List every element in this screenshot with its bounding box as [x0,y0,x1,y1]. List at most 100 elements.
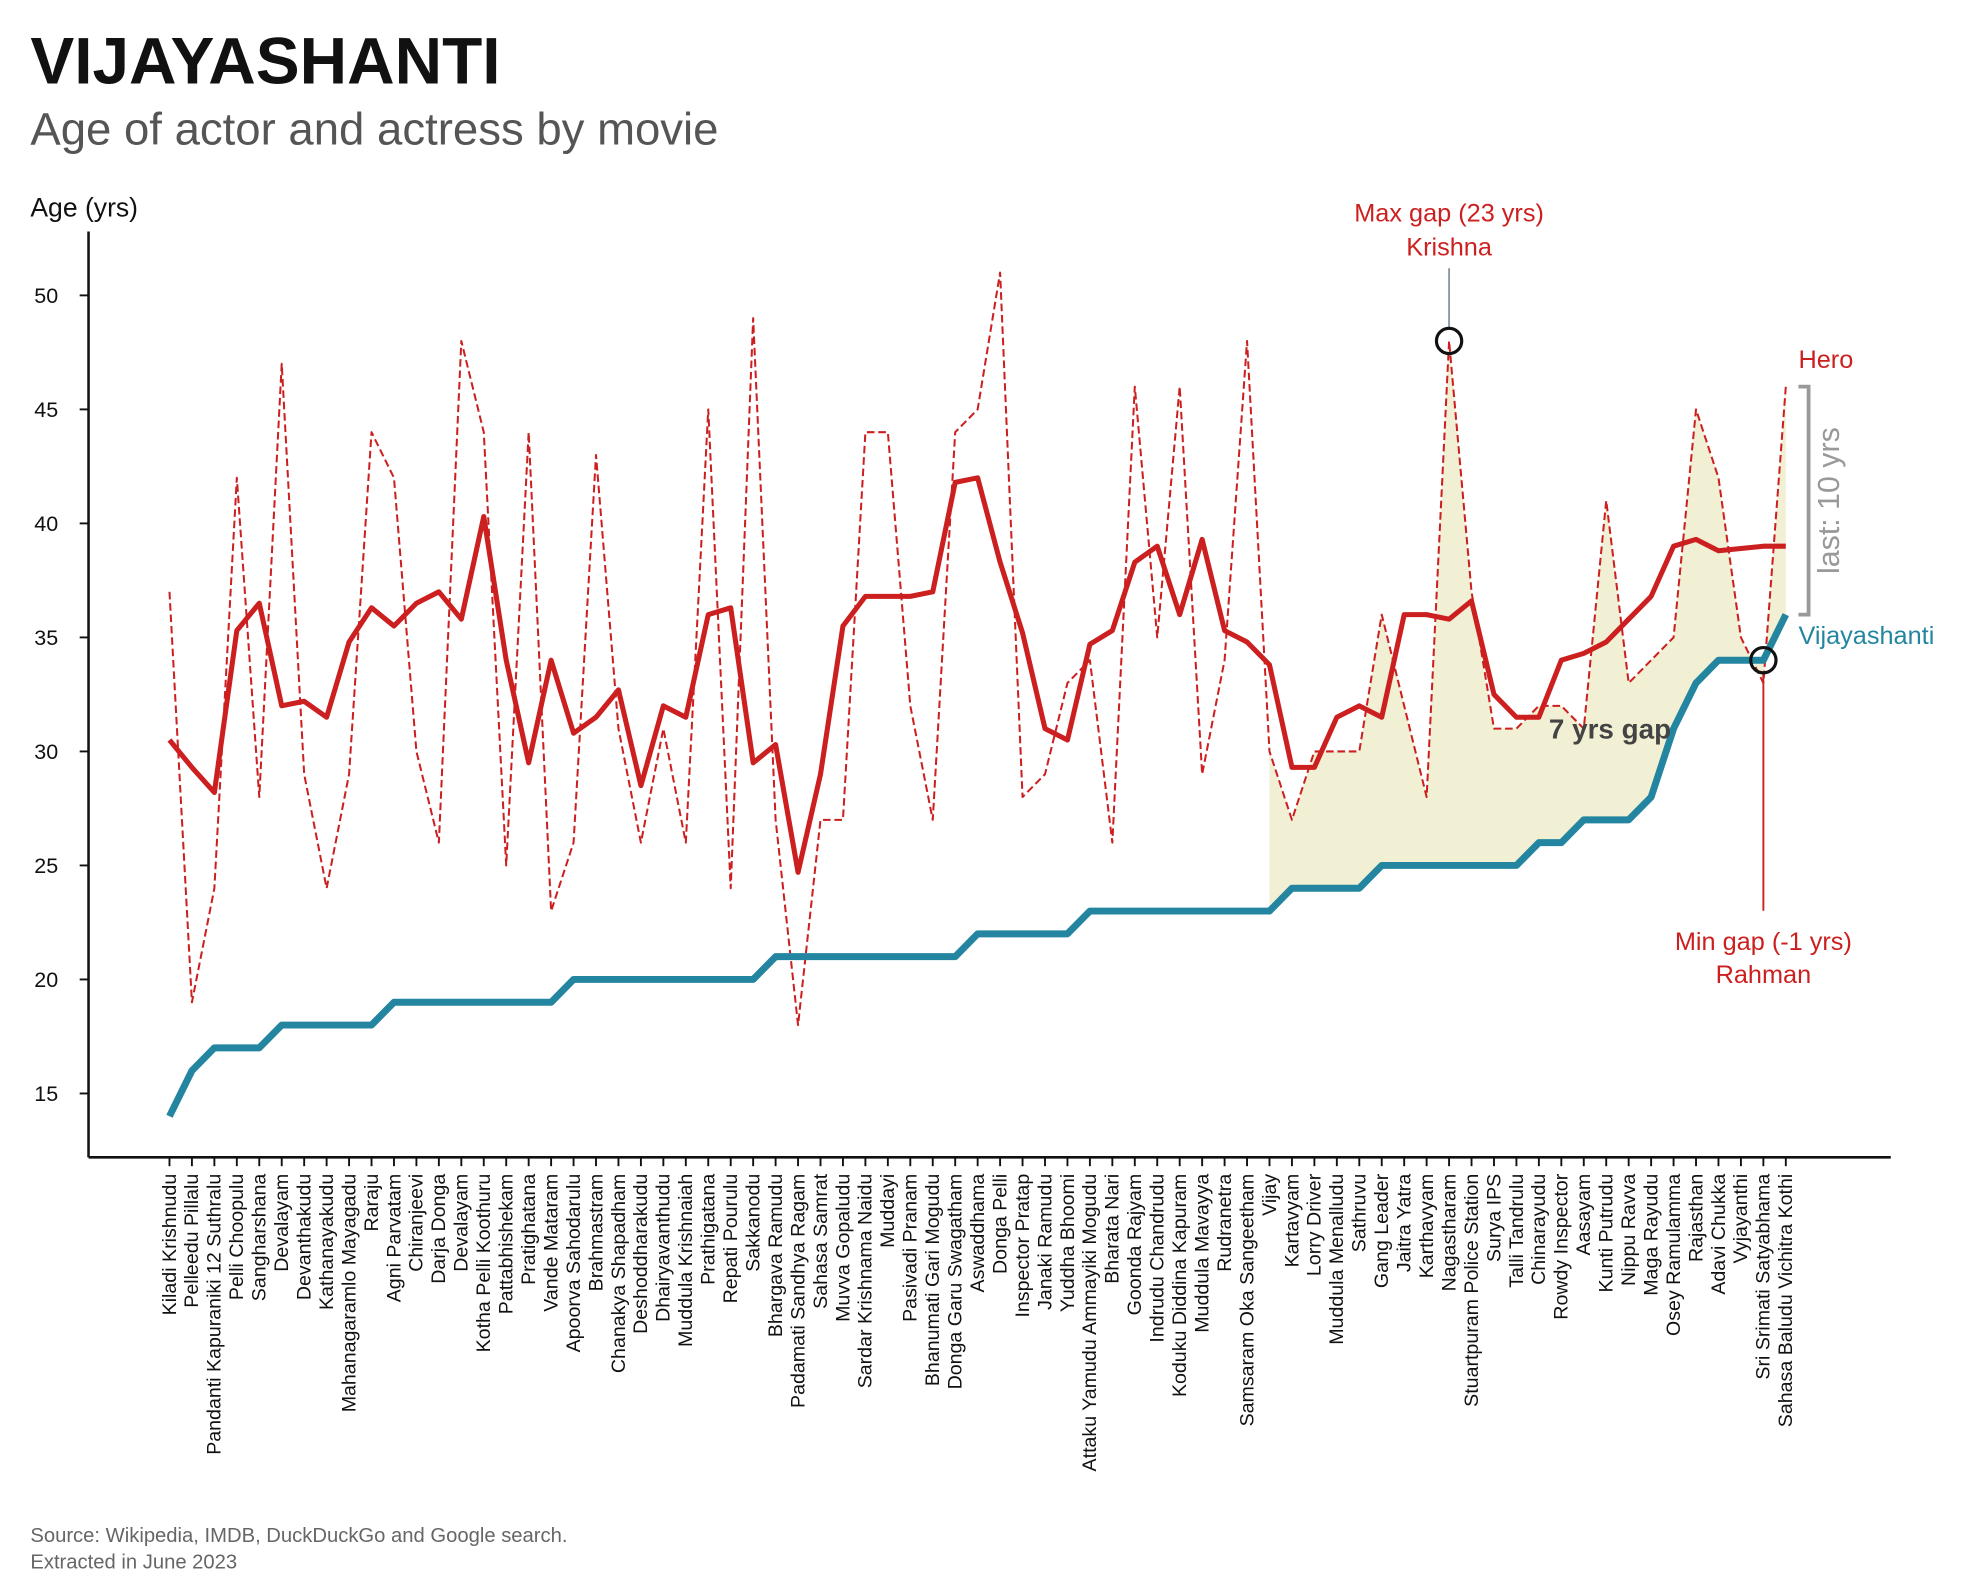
x-tick-label: Kotha Pelli Koothuru [473,1174,495,1353]
gap-area [1269,340,1786,912]
x-tick-label: Rudranetra [1214,1174,1236,1272]
x-tick-label: Sri Srimati Satyabhama [1753,1174,1775,1380]
x-tick-label: Janaki Ramudu [1034,1174,1056,1310]
x-tick-label: Muddula Mavayya [1191,1174,1213,1333]
x-tick-label: Sakkanodu [742,1174,764,1272]
actress-line [166,613,1789,1118]
y-tick-label: 30 [34,740,58,764]
x-tick-label: Indrudu Chandrudu [1147,1174,1169,1343]
x-tick-label: Kathanayakudu [316,1174,338,1310]
x-tick-label: Rajasthan [1685,1174,1707,1262]
x-tick-label: Padamati Sandhya Ragam [787,1174,809,1408]
x-tick-label: Apoorva Sahodarulu [563,1174,585,1353]
x-tick-label: Maga Rayudu [1640,1174,1662,1296]
x-tick-label: Muvva Gopaludu [832,1174,854,1322]
y-tick-label: 15 [34,1082,58,1106]
x-tick-label: Goonda Rajyam [1124,1174,1146,1316]
chart-title: VIJAYASHANTI [30,24,500,98]
annotation: Krishna [1406,234,1493,262]
x-tick-label: Aswaddhama [967,1174,989,1293]
x-tick-label: Repati Pourulu [720,1174,742,1304]
annotation: Max gap (23 yrs) [1354,199,1544,227]
x-tick-label: Sardar Krishnama Naidu [855,1174,877,1389]
x-tick-label: Sangharshana [249,1174,271,1302]
annotation: last: 10 yrs [1813,427,1846,574]
x-tick-label: Kartavyam [1281,1174,1303,1268]
x-tick-label: Pattabhishekam [496,1174,518,1315]
x-tick-label: Vijay [1259,1174,1281,1216]
x-tick-label: Lorry Driver [1304,1173,1326,1276]
x-tick-label: Mahanagaramlo Mayagadu [338,1174,360,1413]
source: Extracted in June 2023 [30,1551,237,1573]
legend-label: Hero [1798,346,1853,374]
x-tick-label: Aasayam [1573,1174,1595,1256]
x-tick-label: Brahmastram [585,1174,607,1292]
source: Source: Wikipedia, IMDB, DuckDuckGo and … [30,1525,567,1547]
x-tick-label: Kiladi Krishnudu [159,1174,181,1316]
x-tick-label: Devalayam [451,1174,473,1272]
x-tick-label: Pandanti Kapuraniki 12 Suthralu [204,1174,226,1455]
x-tick-label: Nippu Ravva [1618,1174,1640,1286]
y-tick-label: 45 [34,398,58,422]
x-tick-label: Muddula Krishnaiah [675,1174,697,1347]
y-axis-label: Age (yrs) [30,192,138,222]
x-tick-label: Donga Garu Swagatham [945,1174,967,1390]
x-tick-label: Darja Donga [428,1174,450,1284]
x-tick-label: Surya IPS [1483,1174,1505,1262]
annotation: 7 yrs gap [1549,714,1671,745]
x-tick-label: Karthavyam [1416,1174,1438,1279]
y-tick-label: 50 [34,284,58,308]
x-tick-label: Devanthakudu [293,1174,315,1300]
x-tick-label: Inspector Pratap [1012,1174,1034,1318]
x-tick-label: Pelleedu Pillalu [181,1174,203,1308]
x-tick-label: Chinarayudu [1528,1174,1550,1285]
annotation: Min gap (-1 yrs) [1675,928,1852,956]
chart-subtitle: Age of actor and actress by movie [30,103,718,154]
x-tick-label: Agni Parvatam [383,1174,405,1303]
legend-label: Vijayashanti [1798,622,1934,650]
x-tick-label: Deshoddharakudu [630,1174,652,1334]
x-tick-label: Talli Tandrulu [1506,1174,1528,1288]
x-tick-label: Nagastharam [1438,1174,1460,1292]
x-tick-label: Chanakya Shapadham [608,1174,630,1373]
last-bracket [1798,384,1811,617]
x-tick-label: Samsaram Oka Sangeetham [1236,1174,1258,1427]
hero-trend-line [167,475,1786,875]
y-tick-label: 20 [34,968,58,992]
hero-line [168,271,1787,1027]
annotation: Rahman [1716,961,1812,989]
x-tick-label: Pasivadi Pranam [900,1174,922,1322]
x-tick-label: Bhargava Ramudu [765,1174,787,1337]
x-tick-label: Prathigatana [698,1174,720,1285]
x-tick-label: Gang Leader [1371,1173,1393,1288]
x-tick-label: Kunti Putrudu [1596,1174,1618,1293]
x-tick-label: Dhairyavanthudu [653,1174,675,1322]
x-tick-label: Attaku Yamudu Ammayiki Mogudu [1079,1174,1101,1472]
x-tick-label: Stuartpuram Police Station [1461,1174,1483,1407]
x-tick-label: Muddayi [877,1174,899,1248]
x-tick-label: Yuddha Bhoomi [1057,1174,1079,1312]
x-tick-label: Pratighatana [518,1174,540,1285]
x-tick-label: Rowdy Inspector [1551,1173,1573,1319]
x-tick-label: Sahasa Baludu Vichitra Kothi [1775,1174,1797,1427]
x-tick-label: Sahasa Samrat [810,1173,832,1309]
x-tick-label: Donga Pelli [989,1174,1011,1274]
y-tick-label: 35 [34,626,58,650]
x-tick-label: Jaitra Yatra [1394,1174,1416,1272]
min-gap-marker [1749,645,1778,675]
x-tick-label: Vyjayanthi [1730,1174,1752,1264]
x-tick-label: Koduku Diddina Kapuram [1169,1174,1191,1397]
x-tick-label: Vande Mataram [540,1174,562,1312]
x-tick-label: Muddula Menalludu [1326,1174,1348,1345]
x-tick-label: Bhanumati Gari Mogudu [922,1174,944,1386]
x-tick-label: Osey Ramulamma [1663,1174,1685,1336]
x-tick-label: Bharata Nari [1102,1174,1124,1284]
x-tick-label: Pelli Choopulu [226,1174,248,1300]
x-tick-label: Sathruvu [1349,1174,1371,1252]
y-tick-label: 40 [34,512,58,536]
max-gap-marker [1434,326,1464,356]
x-tick-label: Adavi Chukka [1708,1174,1730,1295]
y-tick-label: 25 [34,854,58,878]
x-tick-label: Chiranjeevi [406,1174,428,1272]
